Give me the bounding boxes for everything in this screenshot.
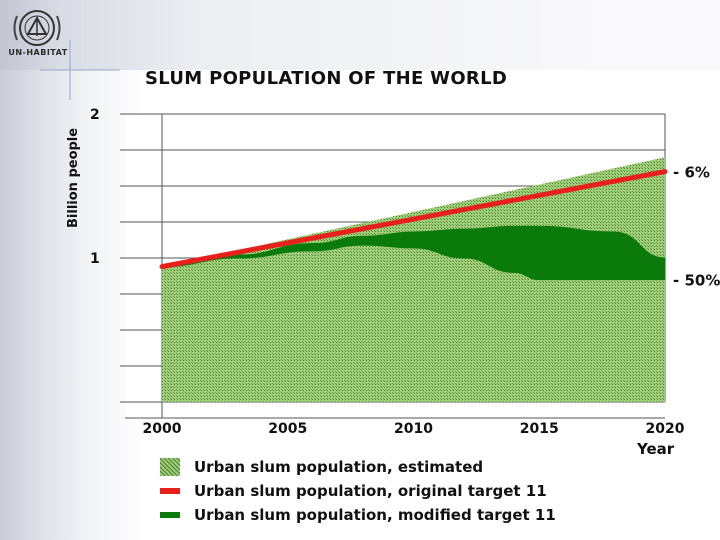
series-modified-target-band: [161, 225, 666, 281]
legend-item: Urban slum population, original target 1…: [160, 479, 556, 503]
sparkle-decoration: [40, 40, 120, 100]
legend-item: Urban slum population, modified target 1…: [160, 503, 556, 527]
x-tick-label-2015: 2015: [520, 421, 559, 437]
annotation-1: - 50%: [673, 272, 720, 290]
series-original-target-line: [159, 169, 668, 270]
y-tick-label-1: 1: [90, 251, 100, 267]
x-axis-unit-label: Year: [637, 440, 675, 458]
legend-swatch-green: [160, 512, 180, 518]
x-tick-label-2020: 2020: [646, 421, 685, 437]
x-tick-label-2010: 2010: [394, 421, 433, 437]
legend-item: Urban slum population, estimated: [160, 455, 556, 479]
chart-legend: Urban slum population, estimated Urban sl…: [160, 455, 556, 527]
legend-label: Urban slum population, modified target 1…: [194, 506, 556, 524]
header-band: [0, 0, 720, 70]
y-tick-label-2: 2: [90, 107, 100, 123]
series-estimated-area: [162, 157, 665, 402]
chart-title: SLUM POPULATION OF THE WORLD: [145, 68, 508, 89]
logo-text: UN-HABITAT: [8, 48, 68, 57]
annotation-0: - 6%: [673, 164, 710, 182]
x-tick-label-2005: 2005: [268, 421, 307, 437]
un-habitat-logo: [13, 10, 61, 46]
legend-swatch-red: [160, 488, 180, 494]
x-tick-label-2000: 2000: [143, 421, 182, 437]
legend-swatch-hatch: [160, 458, 180, 476]
legend-label: Urban slum population, original target 1…: [194, 482, 547, 500]
legend-label: Urban slum population, estimated: [194, 458, 484, 476]
